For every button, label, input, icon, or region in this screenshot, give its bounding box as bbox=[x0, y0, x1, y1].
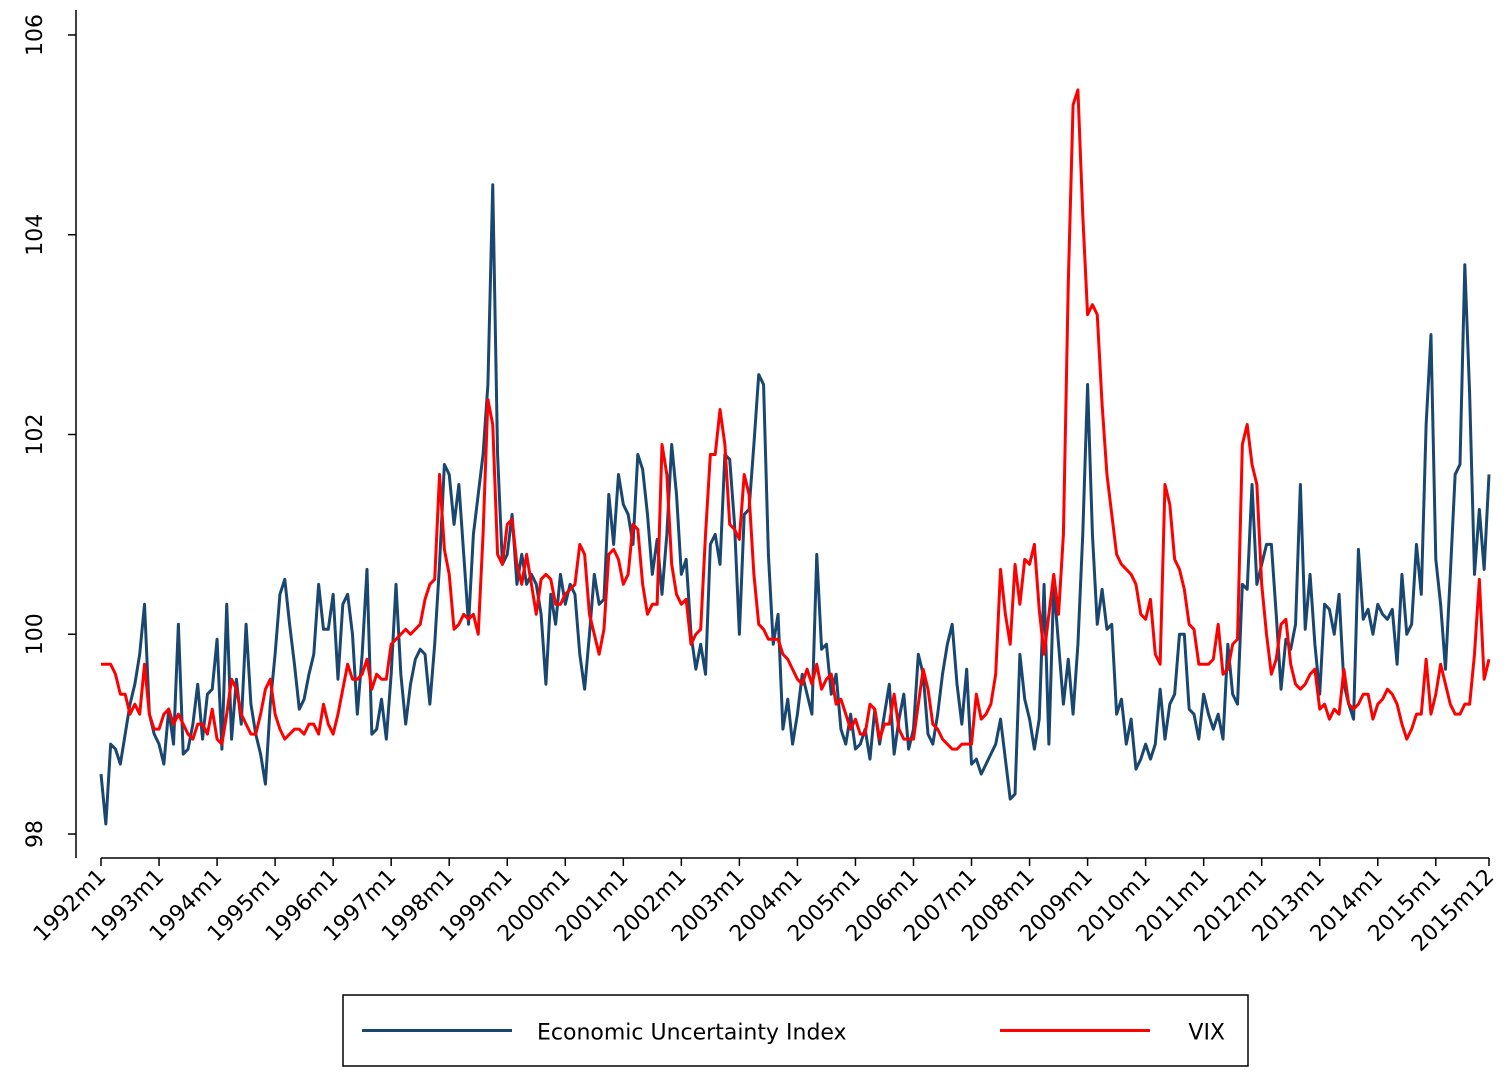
series-line bbox=[101, 88, 1491, 751]
y-tick-label: 100 bbox=[23, 613, 48, 655]
y-tick-label: 102 bbox=[23, 413, 48, 455]
y-tick-label: 98 bbox=[23, 820, 48, 848]
y-tick-label: 106 bbox=[23, 14, 48, 56]
legend-label: VIX bbox=[1188, 1021, 1225, 1046]
y-tick-label: 104 bbox=[23, 214, 48, 256]
legend-label: Economic Uncertainty Index bbox=[537, 1021, 847, 1046]
series-line bbox=[99, 183, 1491, 826]
